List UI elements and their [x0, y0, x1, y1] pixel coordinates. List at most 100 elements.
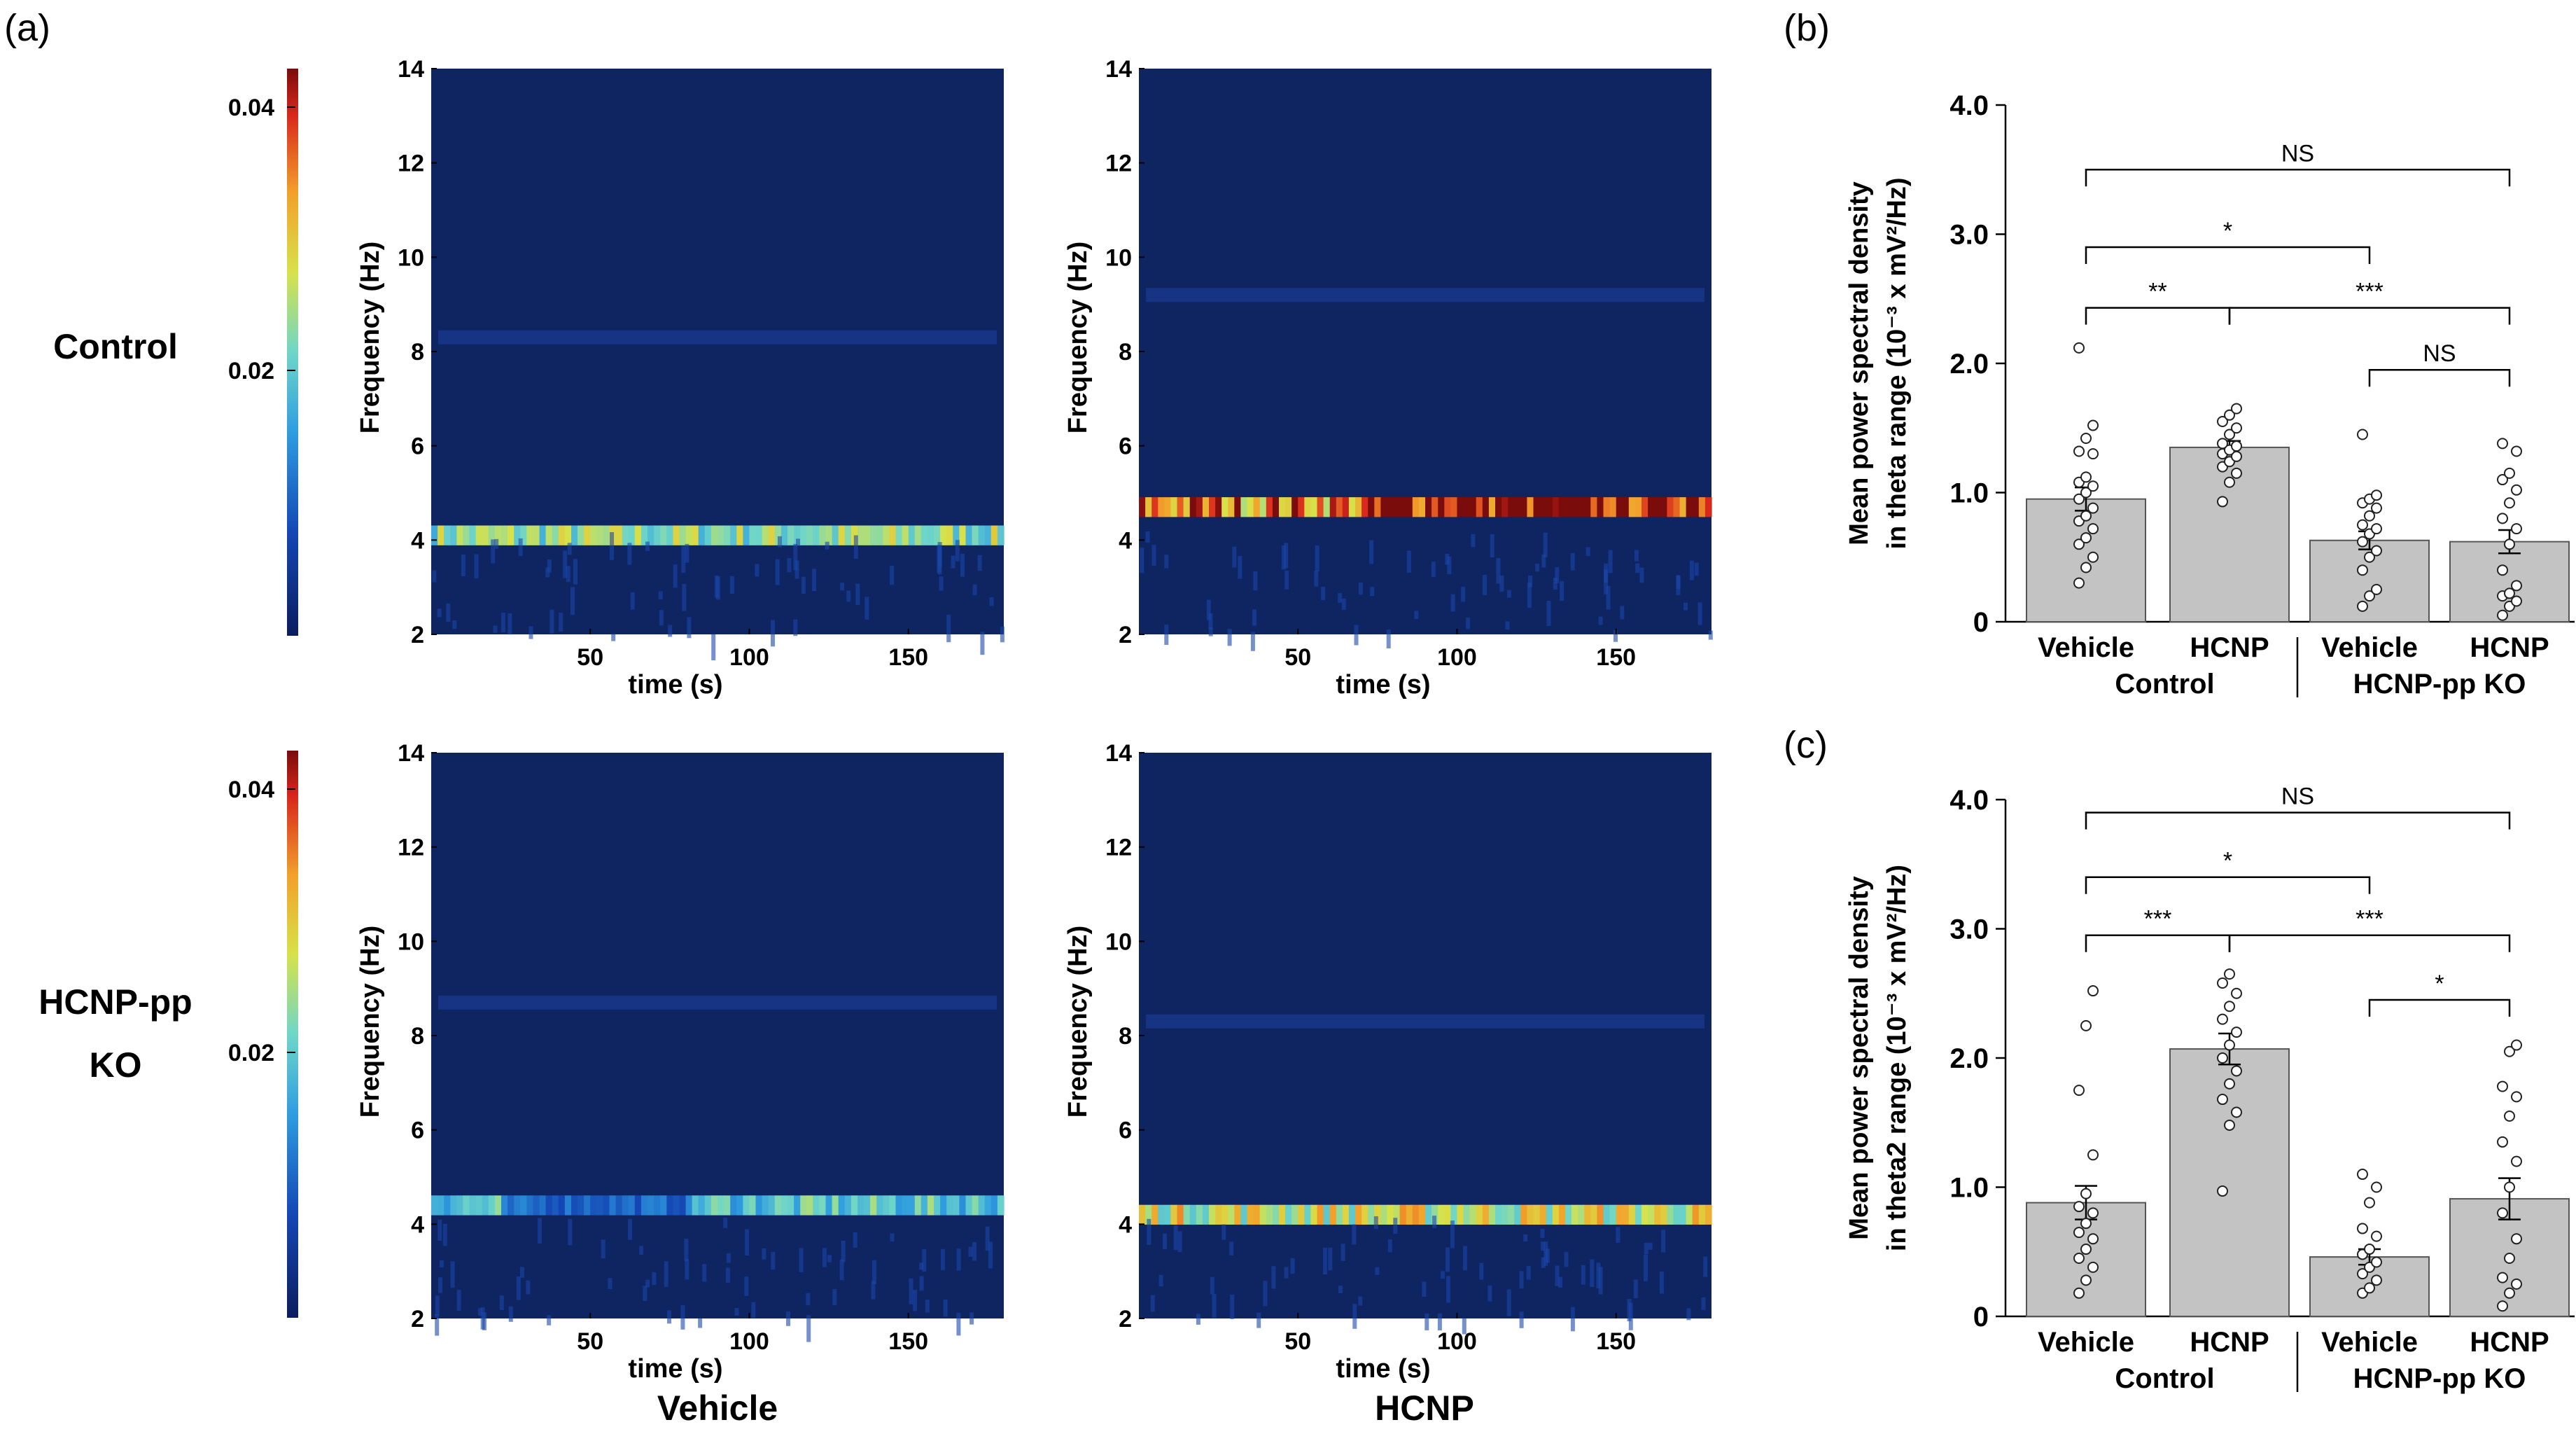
theta-band-cell [1406, 1204, 1413, 1225]
theta-band-cell [844, 1195, 852, 1216]
noise-cell [547, 1315, 552, 1325]
theta-band-cell [972, 525, 979, 545]
noise-cell [439, 1260, 444, 1268]
column-label-vehicle: Vehicle [657, 1388, 778, 1428]
x-tick-label: 50 [1284, 1328, 1311, 1355]
theta-band-cell [1323, 497, 1331, 517]
data-point [2080, 510, 2092, 522]
theta-band-cell [463, 525, 470, 545]
noise-cell [1208, 613, 1213, 629]
theta-band-cell [990, 525, 998, 545]
theta-band-cell [526, 525, 533, 545]
noise-cell [969, 1312, 974, 1325]
theta-band-cell [774, 1195, 782, 1216]
theta-band-cell [730, 1195, 737, 1216]
theta-band-cell [755, 525, 763, 545]
data-point [2224, 1039, 2235, 1051]
theta-band-cell [571, 525, 578, 545]
theta-band-cell [718, 1195, 724, 1216]
theta-band-cell [1342, 1204, 1350, 1225]
theta-band-cell [870, 1195, 877, 1216]
theta-band-cell [1247, 1204, 1254, 1225]
theta-band-cell [1368, 497, 1375, 517]
theta-band-cell [800, 1195, 807, 1216]
y-tick-label: 2.0 [1949, 349, 1989, 380]
data-point [2224, 409, 2235, 421]
noise-cell [1527, 583, 1532, 608]
noise-cell [1263, 1281, 1268, 1307]
theta-band-cell [736, 525, 743, 545]
theta-band-cell [1418, 1204, 1426, 1225]
colorbar-tick-label: 0.04 [228, 95, 274, 121]
data-point [2231, 1026, 2242, 1038]
theta-band-cell [718, 525, 724, 545]
theta-band-cell [1380, 1204, 1388, 1225]
noise-cell [608, 1278, 612, 1290]
theta-band-cell [1444, 1204, 1451, 1225]
noise-cell [452, 620, 457, 629]
data-point [2371, 1274, 2382, 1286]
theta-band-cell [710, 1195, 718, 1216]
y-axis-label-line1: Mean power spectral density [1844, 181, 1874, 545]
noise-cell [1698, 602, 1702, 625]
theta-band-cell [1476, 497, 1483, 517]
noise-cell [550, 609, 554, 634]
noise-cell [682, 583, 687, 611]
data-point [2080, 1188, 2092, 1199]
noise-cell [1340, 1244, 1345, 1261]
theta-band-cell [1304, 1204, 1311, 1225]
data-point [2080, 1274, 2092, 1286]
theta-band-cell [1609, 497, 1617, 517]
theta-band-cell [1450, 1204, 1458, 1225]
significance-label: NS [2423, 340, 2456, 367]
theta-band-cell [666, 525, 673, 545]
theta-band-cell [1578, 1204, 1585, 1225]
category-label: HCNP [2190, 632, 2269, 663]
theta-band-cell [564, 525, 572, 545]
noise-cell [1634, 550, 1639, 562]
theta-band-cell [1222, 1204, 1228, 1225]
colorbar-tick-label: 0.04 [228, 777, 274, 803]
data-point [2511, 445, 2522, 457]
y-tick-label: 6 [411, 1118, 424, 1144]
data-point [2357, 1169, 2368, 1181]
theta-band-cell [507, 525, 514, 545]
noise-cell [610, 532, 614, 560]
noise-cell [494, 538, 499, 549]
y-tick-label: 10 [398, 244, 424, 271]
theta-band-cell [590, 1195, 597, 1216]
theta-band-cell [730, 525, 737, 545]
theta-band-cell [724, 525, 731, 545]
theta-band-cell [1692, 1204, 1700, 1225]
theta-band-cell [578, 525, 584, 545]
y-tick-label: 3.0 [1949, 220, 1989, 251]
noise-cell [909, 1278, 913, 1304]
noise-cell [1633, 1279, 1638, 1298]
theta-band-cell [1234, 497, 1241, 517]
noise-cell [825, 541, 830, 550]
theta-band-cell [1164, 497, 1172, 517]
data-point [2497, 438, 2508, 450]
theta-band-cell [1597, 497, 1604, 517]
category-label: Vehicle [2038, 632, 2134, 663]
theta-band-cell [825, 1195, 833, 1216]
theta-band-cell [1292, 497, 1298, 517]
theta-band-cell [1432, 1204, 1438, 1225]
theta-band-cell [1539, 497, 1547, 517]
theta-band-cell [749, 525, 757, 545]
theta-band-cell [870, 525, 877, 545]
theta-band-cell [450, 525, 457, 545]
theta-band-cell [1368, 1204, 1375, 1225]
theta-band-cell [1393, 1204, 1401, 1225]
noise-cell [796, 538, 800, 546]
theta-band-cell [1292, 1204, 1298, 1225]
noise-cell [1598, 1267, 1603, 1295]
theta-band-cell [1533, 497, 1541, 517]
noise-cell [1661, 1230, 1666, 1253]
theta-band-cell [1374, 1204, 1381, 1225]
theta-band-cell [1183, 497, 1191, 517]
noise-cell [1152, 545, 1156, 566]
theta-band-cell [1279, 497, 1286, 517]
noise-cell [450, 1261, 455, 1288]
noise-cell [1505, 621, 1510, 629]
